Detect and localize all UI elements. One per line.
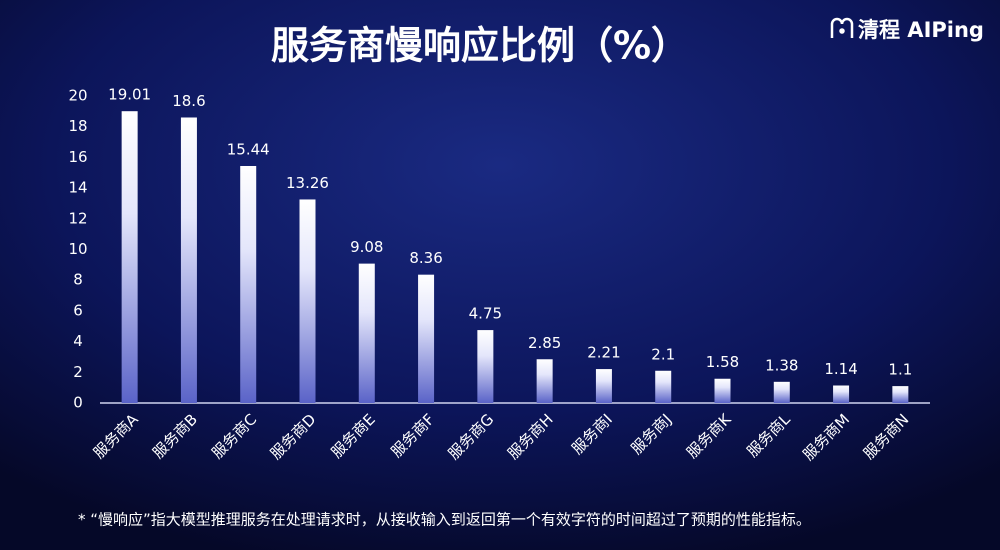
value-label: 18.6 <box>172 92 205 110</box>
bar <box>299 199 316 403</box>
y-tick-label: 20 <box>68 87 87 105</box>
bar <box>180 117 197 404</box>
value-label: 1.38 <box>765 356 798 374</box>
y-tick-label: 4 <box>73 332 83 350</box>
bar <box>655 370 672 403</box>
y-tick-label: 6 <box>73 301 83 319</box>
value-label: 1.14 <box>824 360 857 378</box>
y-tick-label: 16 <box>68 148 87 166</box>
bar <box>477 330 494 403</box>
bar <box>358 263 375 403</box>
bar <box>833 385 850 403</box>
y-tick-label: 10 <box>68 240 87 258</box>
bar <box>714 378 731 403</box>
y-tick-label: 2 <box>73 363 83 381</box>
value-label: 2.85 <box>528 334 561 352</box>
chart-title: 服务商慢响应比例（%） <box>271 24 689 68</box>
value-label: 2.21 <box>587 344 620 362</box>
y-tick-label: 8 <box>73 271 83 289</box>
footnote: * “慢响应”指大模型推理服务在处理请求时，从接收输入到返回第一个有效字符的时间… <box>78 511 811 529</box>
value-label: 1.58 <box>706 353 739 371</box>
y-tick-label: 12 <box>68 209 87 227</box>
bar <box>240 165 257 403</box>
value-label: 13.26 <box>286 174 329 192</box>
value-label: 2.1 <box>651 345 675 363</box>
bar <box>536 359 553 403</box>
bar <box>121 111 138 403</box>
y-tick-label: 0 <box>73 394 83 412</box>
logo-text: 清程 AIPing <box>858 18 984 42</box>
bar <box>418 274 435 403</box>
value-label: 15.44 <box>227 140 270 158</box>
y-tick-label: 14 <box>68 179 87 197</box>
value-label: 1.1 <box>888 361 912 379</box>
value-label: 9.08 <box>350 238 383 256</box>
bar <box>892 386 909 403</box>
y-tick-label: 18 <box>68 117 87 135</box>
value-label: 19.01 <box>108 86 151 104</box>
value-label: 4.75 <box>469 305 502 323</box>
value-label: 8.36 <box>409 249 442 267</box>
bar <box>773 381 790 403</box>
bar <box>595 369 612 403</box>
logo-icon <box>830 17 854 38</box>
